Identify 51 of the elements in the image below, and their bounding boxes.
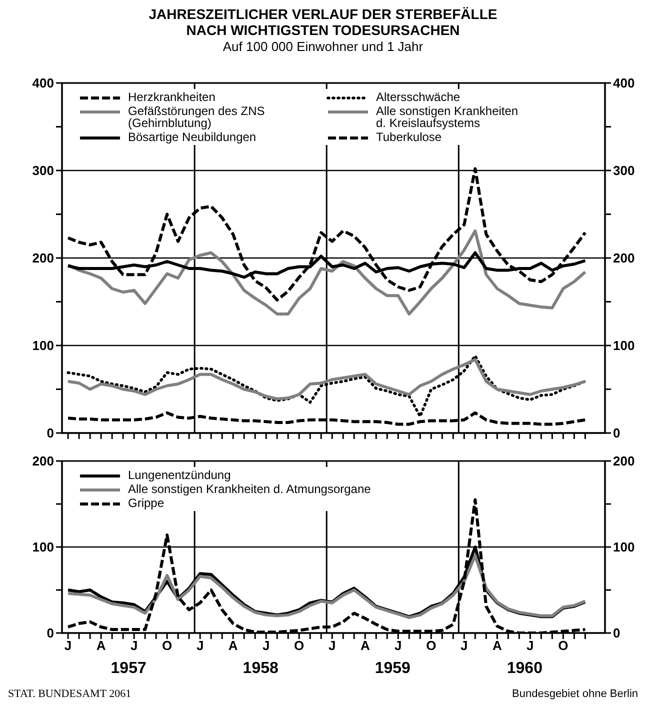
legend-label: Alle sonstigen Krankheiten d. Atmungsorgane	[128, 482, 371, 496]
legend-label: Bösartige Neubildungen	[128, 130, 256, 144]
y2-tick-label: 200	[613, 454, 635, 469]
x-tick-label: J	[196, 638, 204, 654]
legend-label: Alle sonstigen Krankheiten d. Kreislaufsystems	[376, 104, 520, 130]
text: Bundesgebiet ohne Berlin	[512, 688, 638, 700]
text: STAT. BUNDESAMT 2061	[8, 688, 132, 700]
x-tick-label: O	[162, 638, 172, 654]
y-tick-label: 0	[46, 426, 54, 441]
text: 1960	[506, 660, 544, 678]
x-tick-label: J	[64, 638, 72, 654]
chart-subtitle: Auf 100 000 Einwohner und 1 Jahr	[222, 39, 424, 54]
y2-tick-label: 100	[613, 338, 635, 354]
text: 1958	[242, 660, 280, 678]
legend-label: Grippe	[128, 496, 164, 510]
x-tick-label: J	[526, 638, 534, 654]
line-series	[66, 229, 587, 316]
text: 1957	[110, 660, 148, 678]
x-tick-label: J	[328, 638, 336, 654]
x-tick-label: J	[130, 638, 138, 654]
x-tick-label: J	[262, 638, 270, 654]
legend-label: Herzkrankheiten	[128, 90, 216, 104]
x-tick-label: O	[426, 638, 436, 654]
x-tick-label: O	[558, 638, 568, 654]
y-tick-label: 0	[46, 626, 54, 641]
y-tick-label: 100	[32, 540, 54, 555]
y-tick-label: 200	[32, 454, 54, 469]
text: 1959	[374, 660, 412, 678]
legend-label: Lungenentzündung	[128, 468, 231, 482]
legend-label: Altersschwäche	[376, 90, 460, 104]
x-tick-label: A	[96, 638, 106, 654]
legend-label: Gefäßstörungen des ZNS (Gehirnblutung)	[128, 104, 266, 130]
y-tick-label: 200	[32, 250, 54, 266]
y2-tick-label: 400	[613, 76, 635, 91]
y2-tick-label: 200	[613, 250, 635, 266]
x-tick-label: J	[394, 638, 402, 654]
line-series	[66, 358, 587, 400]
y2-tick-label: 100	[613, 540, 635, 555]
y2-tick-label: 0	[613, 626, 620, 641]
y-tick-label: 300	[32, 163, 54, 178]
x-tick-label: A	[492, 638, 502, 654]
x-tick-label: A	[360, 638, 370, 654]
x-tick-label: A	[228, 638, 238, 654]
y-tick-label: 400	[32, 76, 54, 91]
legend-label: Tuberkulose	[376, 130, 442, 144]
y2-tick-label: 300	[613, 163, 635, 178]
chart-title: JAHRESZEITLICHER VERLAUF DER STERBEFÄLLE NACH WICHTIGSTEN TODESURSACHEN	[148, 6, 498, 38]
y2-tick-label: 0	[613, 426, 620, 441]
x-tick-label: J	[460, 638, 468, 654]
y-tick-label: 100	[32, 338, 54, 354]
x-tick-label: O	[294, 638, 304, 654]
